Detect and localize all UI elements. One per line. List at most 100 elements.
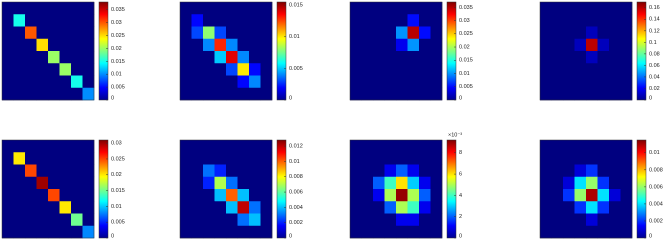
heatmap-cell — [249, 201, 261, 214]
heatmap-cell — [620, 201, 633, 214]
heatmap-cell — [13, 2, 26, 15]
heatmap-cell — [180, 189, 192, 202]
colorbar-tick-label: 0.025 — [459, 31, 473, 37]
heatmap-cell — [226, 87, 238, 101]
heatmap-cell — [574, 38, 587, 52]
heatmap-cell — [249, 38, 261, 52]
heatmap-cell — [180, 2, 192, 15]
heatmap-cell — [396, 26, 408, 40]
heatmap-cell — [396, 87, 408, 101]
heatmap-cell — [597, 213, 610, 227]
heatmap-cell — [384, 51, 397, 64]
heatmap-cell — [563, 164, 575, 178]
heatmap-cell — [597, 164, 610, 178]
heatmap-cell — [82, 14, 95, 27]
heatmap-cell — [249, 213, 261, 227]
heatmap-cell — [350, 140, 362, 153]
heatmap-cell — [191, 51, 204, 64]
colorbar-tick-label: 0.04 — [649, 74, 660, 80]
plot-frame — [349, 1, 443, 101]
heatmap-cell — [191, 2, 204, 15]
heatmap-cell — [430, 26, 443, 40]
heatmap-cell — [407, 14, 420, 27]
heatmap-cell — [82, 51, 95, 64]
heatmap-cell — [384, 213, 397, 227]
heatmap-cell — [260, 140, 273, 153]
colorbar-tick-label: 0.025 — [111, 156, 125, 162]
colorbar-tick-label: 0.03 — [111, 141, 122, 147]
heatmap-cell — [361, 2, 374, 15]
heatmap-cell — [260, 26, 273, 40]
heatmap-cell — [59, 87, 72, 101]
heatmap-cell — [574, 176, 587, 190]
heatmap-cell — [25, 87, 37, 101]
heatmap-cell — [203, 75, 215, 89]
heatmap-cell — [430, 14, 443, 27]
colorbar-tick-label: 0.01 — [649, 150, 660, 156]
heatmap-cell — [260, 87, 273, 101]
heatmap-cell — [419, 63, 431, 76]
heatmap-cell — [350, 14, 362, 27]
heatmap-cell — [71, 38, 83, 52]
heatmap-cell — [48, 225, 60, 239]
heatmap-cell — [373, 189, 385, 202]
heatmap-cell — [384, 176, 397, 190]
colorbar — [636, 139, 647, 239]
colorbar-tick-label: 0.02 — [111, 172, 122, 178]
heatmap-cell — [430, 63, 443, 76]
heatmap-cell — [71, 75, 83, 89]
heatmap-cell — [597, 176, 610, 190]
heatmap-cell — [36, 176, 49, 190]
heatmap-cell — [430, 152, 443, 165]
heatmap-cell — [13, 189, 26, 202]
heatmap-cell — [540, 26, 552, 40]
colorbar-tick-label: 0.08 — [649, 51, 660, 57]
heatmap-cell — [260, 38, 273, 52]
heatmap-cell — [597, 87, 610, 101]
colorbar-tick-label: 0.008 — [649, 167, 663, 173]
heatmap-cell — [13, 63, 26, 76]
heatmap-cell — [407, 75, 420, 89]
heatmap-cell — [419, 213, 431, 227]
heatmap-cell — [620, 189, 633, 202]
heatmap-cell — [430, 201, 443, 214]
heatmap-cell — [551, 26, 564, 40]
heatmap-cell — [396, 63, 408, 76]
colorbar-tick-label: 8 — [459, 150, 462, 156]
heatmap-cell — [191, 75, 204, 89]
colorbar-tick-label: 2 — [459, 214, 462, 220]
colorbar-tick-label: 0.008 — [289, 174, 303, 180]
heatmap-cell — [419, 75, 431, 89]
heatmap-cell — [430, 87, 443, 101]
heatmap-cell — [361, 63, 374, 76]
heatmap-cell — [540, 225, 552, 239]
heatmap-cell — [249, 63, 261, 76]
heatmap-cell — [249, 51, 261, 64]
heatmap-cell — [540, 152, 552, 165]
heatmap-cell — [350, 213, 362, 227]
heatmap-cell — [419, 87, 431, 101]
heatmap-cell — [214, 2, 227, 15]
heatmap-cell — [214, 225, 227, 239]
colorbar-tick-label: 0.035 — [459, 5, 473, 11]
heatmap-cell — [214, 38, 227, 52]
heatmap-cell — [59, 38, 72, 52]
heatmap-cell — [260, 2, 273, 15]
heatmap-cell — [597, 75, 610, 89]
heatmap-cell — [586, 140, 598, 153]
heatmap-cell — [13, 164, 26, 178]
heatmap-cell — [180, 26, 192, 40]
heatmap-cell — [384, 38, 397, 52]
colorbar-tick-label: 0 — [289, 233, 292, 239]
heatmap-cell — [25, 164, 37, 178]
heatmap-cell — [384, 14, 397, 27]
heatmap-cell — [2, 14, 14, 27]
heatmap-cell — [620, 63, 633, 76]
heatmap-cell — [586, 26, 598, 40]
heatmap-cell — [563, 38, 575, 52]
heatmap-cell — [48, 201, 60, 214]
colorbar-tick-label: 0.005 — [289, 66, 303, 72]
colorbar-tick-label: 4 — [459, 193, 462, 199]
heatmap-cell — [203, 140, 215, 153]
